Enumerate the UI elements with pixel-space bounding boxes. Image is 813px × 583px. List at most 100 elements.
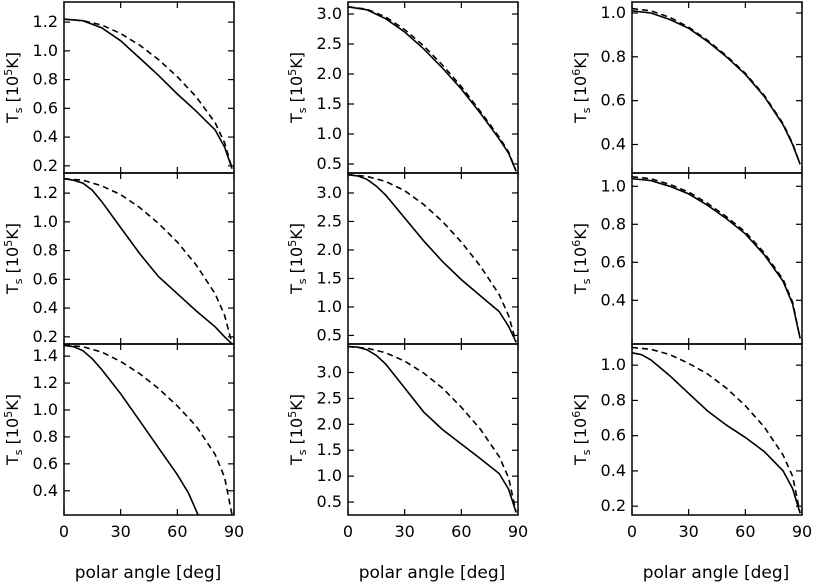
y-axis-title-part: s	[12, 449, 25, 455]
y-tick-label: 1.0	[601, 176, 626, 195]
y-axis-title-part: [10	[571, 418, 590, 450]
y-tick-label: 1.0	[317, 297, 342, 316]
panel-frame	[347, 343, 519, 516]
y-tick-label: 0.5	[317, 492, 342, 511]
y-axis-title: Ts [105K]	[2, 52, 25, 124]
y-axis-title: Ts [106K]	[570, 394, 593, 466]
series-line-solid	[348, 6, 517, 172]
y-tick-label: 1.0	[33, 212, 58, 231]
y-tick-label: 0.4	[601, 290, 626, 309]
y-axis-title-part: s	[580, 278, 593, 284]
y-tick-label: 0.4	[601, 135, 626, 154]
y-tick-label: 2.0	[317, 240, 342, 259]
y-axis-title-part: T	[287, 284, 306, 295]
y-tick-label: 2.0	[317, 414, 342, 433]
y-tick-label: 1.0	[601, 3, 626, 22]
y-tick-label: 0.8	[601, 214, 626, 233]
y-axis-title-part: T	[3, 284, 22, 295]
y-axis-title-part: [10	[571, 76, 590, 108]
series-line-solid	[348, 345, 517, 513]
x-tick-label: 90	[508, 522, 528, 541]
x-axis-title-col0: polar angle [deg]	[75, 563, 222, 583]
panel-1-0: 0.2 0.4 0.6 0.8 1.0 1.2 Ts [105K]	[2, 172, 235, 346]
y-tick-label: 1.0	[33, 400, 58, 419]
y-tick-label: 0.6	[601, 426, 626, 445]
series-line-dashed	[64, 177, 233, 344]
y-axis-title: Ts [105K]	[2, 394, 25, 466]
y-tick-label: 0.8	[33, 70, 58, 89]
x-tick-label: 90	[792, 522, 812, 541]
y-axis-title-part: s	[296, 107, 309, 113]
x-axis-title-col1: polar angle [deg]	[359, 563, 506, 583]
y-tick-label: 0.4	[33, 298, 58, 317]
series-line-solid	[632, 352, 801, 514]
y-axis-title-part: s	[12, 107, 25, 113]
y-tick-label: 0.6	[33, 98, 58, 117]
y-tick-label: 2.5	[317, 211, 342, 230]
series-line-solid	[64, 18, 233, 169]
y-axis-title-part: s	[580, 107, 593, 113]
y-tick-label: 1.2	[33, 12, 58, 31]
y-axis-title-part: K]	[571, 223, 590, 240]
y-axis-title-part: 5	[286, 240, 299, 247]
panel-frame	[631, 343, 803, 516]
y-axis-title: Ts [106K]	[570, 52, 593, 124]
series-line-solid	[64, 177, 233, 344]
y-tick-label: 0.6	[601, 91, 626, 110]
panel-frame	[631, 1, 803, 174]
y-axis-title-part: [10	[287, 76, 306, 108]
x-tick-label: 30	[110, 522, 130, 541]
y-axis-title-part: K]	[287, 52, 306, 69]
y-tick-label: 0.8	[33, 427, 58, 446]
series-line-dashed	[632, 346, 801, 514]
y-tick-label: 1.4	[33, 346, 58, 365]
panel-2-2: 0.2 0.4 0.6 0.8 1.0 0 30 60 90 Ts [106K]	[570, 343, 812, 541]
panel-2-0: 0.4 0.6 0.8 1.0 1.2 1.4 0 30 60 90 Ts [105K]	[2, 343, 244, 541]
panel-frame	[347, 172, 519, 345]
y-axis-title-part: s	[296, 278, 309, 284]
y-axis-title-part: [10	[571, 247, 590, 279]
y-axis-title-part: T	[3, 113, 22, 124]
x-tick-label: 0	[343, 522, 353, 541]
series-line-solid	[632, 10, 801, 165]
y-tick-label: 0.4	[601, 461, 626, 480]
y-tick-label: 0.4	[33, 127, 58, 146]
series-line-dashed	[64, 344, 233, 515]
y-tick-label: 1.5	[317, 268, 342, 287]
y-tick-label: 0.8	[601, 390, 626, 409]
y-axis-title-part: s	[296, 449, 309, 455]
y-axis-title-part: [10	[287, 247, 306, 279]
y-axis-title: Ts [105K]	[286, 394, 309, 466]
y-axis-title-part: 5	[286, 69, 299, 76]
series-line-solid	[632, 177, 801, 339]
x-tick-label: 90	[224, 522, 244, 541]
x-tick-label: 0	[627, 522, 637, 541]
y-axis-title-part: T	[571, 113, 590, 124]
y-axis-title-part: T	[287, 113, 306, 124]
y-tick-label: 0.6	[33, 269, 58, 288]
x-axis-title-col2: polar angle [deg]	[643, 563, 790, 583]
y-axis-title-part: [10	[3, 247, 22, 279]
y-axis-title-part: 5	[2, 411, 15, 418]
y-axis-title-part: K]	[3, 52, 22, 69]
y-tick-label: 0.2	[601, 496, 626, 515]
y-axis-title-part: [10	[3, 76, 22, 108]
panel-2-1: 0.5 1.0 1.5 2.0 2.5 3.0 0 30 60 90 Ts [105K]	[286, 343, 528, 541]
series-line-dashed	[632, 7, 801, 165]
y-tick-label: 2.5	[317, 34, 342, 53]
y-tick-label: 0.6	[601, 252, 626, 271]
y-axis-title-part: 6	[570, 69, 583, 76]
panel-1-2: 0.4 0.6 0.8 1.0 Ts [106K]	[570, 172, 803, 345]
y-tick-label: 1.0	[33, 41, 58, 60]
x-axis-titles: polar angle [deg] polar angle [deg] pola…	[75, 563, 790, 583]
y-axis-title-part: K]	[287, 223, 306, 240]
y-tick-label: 1.2	[33, 373, 58, 392]
y-axis-title-part: s	[12, 278, 25, 284]
y-axis-title: Ts [105K]	[286, 52, 309, 124]
x-tick-label: 60	[451, 522, 471, 541]
y-axis-title-part: 6	[570, 411, 583, 418]
y-axis-title-part: K]	[287, 394, 306, 411]
y-tick-label: 0.5	[317, 325, 342, 344]
y-axis-title-part: s	[580, 449, 593, 455]
